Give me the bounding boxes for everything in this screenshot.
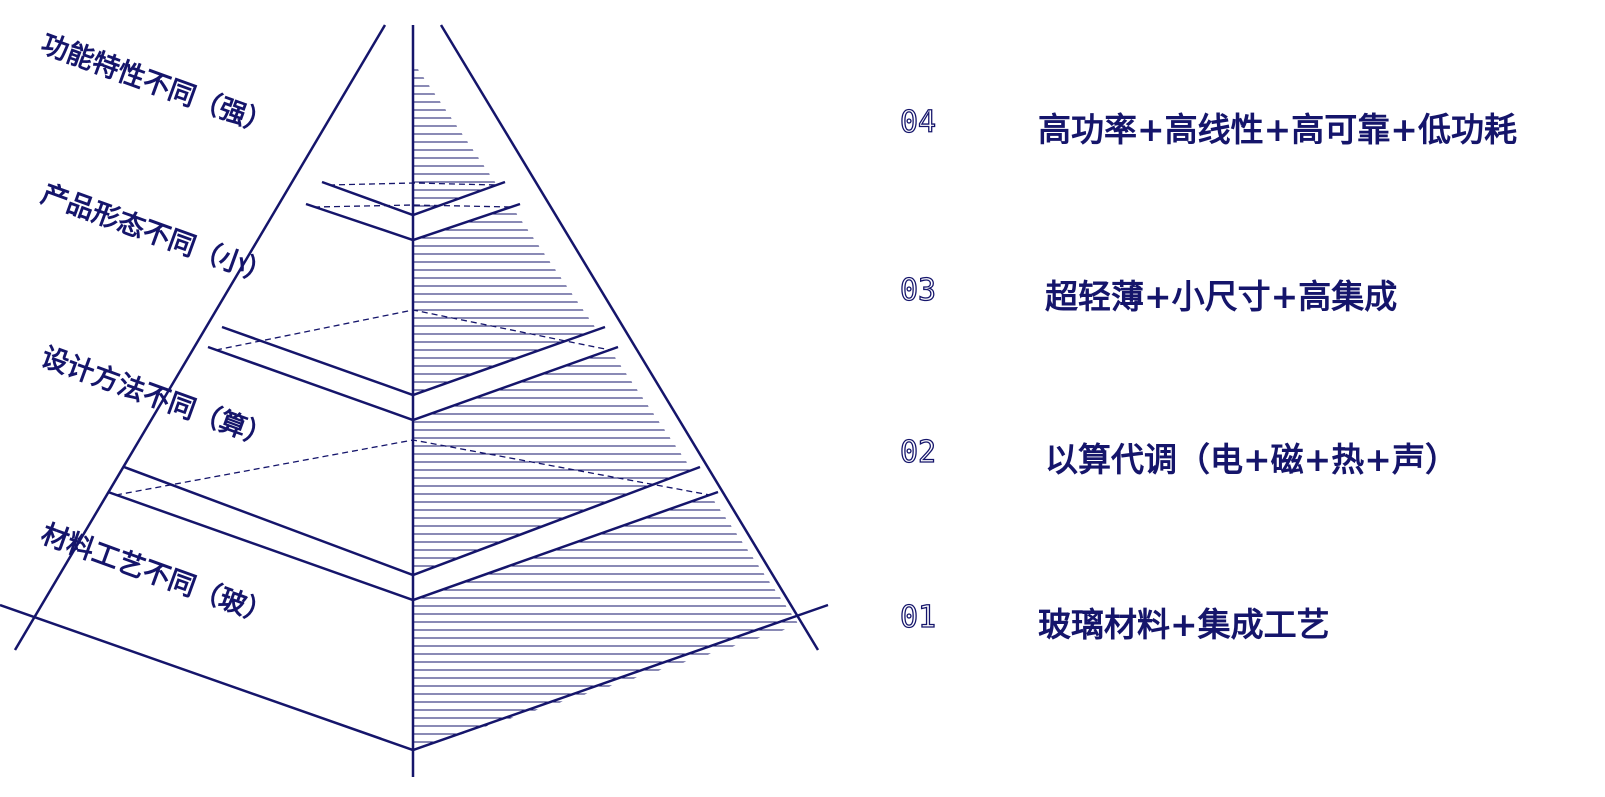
level-description: 高功率+高线性+高可靠+低功耗 [1038,110,1517,149]
left-edge [13,24,387,651]
layer-line [207,345,619,422]
layer-line [321,180,506,217]
layer-line [107,490,719,602]
level-number: 03 [899,272,937,308]
layer-line [305,202,521,242]
layer-line [221,325,606,397]
level-number: 02 [899,434,937,470]
layer-line [0,603,829,752]
back-lines [115,182,711,496]
right-edge [439,24,820,651]
layer-line [123,465,701,577]
level-description: 玻璃材料+集成工艺 [1038,605,1330,644]
level-description: 超轻薄+小尺寸+高集成 [1045,277,1398,316]
level-number: 01 [899,599,937,635]
level-description: 以算代调（电+磁+热+声） [1045,440,1458,479]
level-number: 04 [899,104,937,140]
hatching [413,62,799,750]
